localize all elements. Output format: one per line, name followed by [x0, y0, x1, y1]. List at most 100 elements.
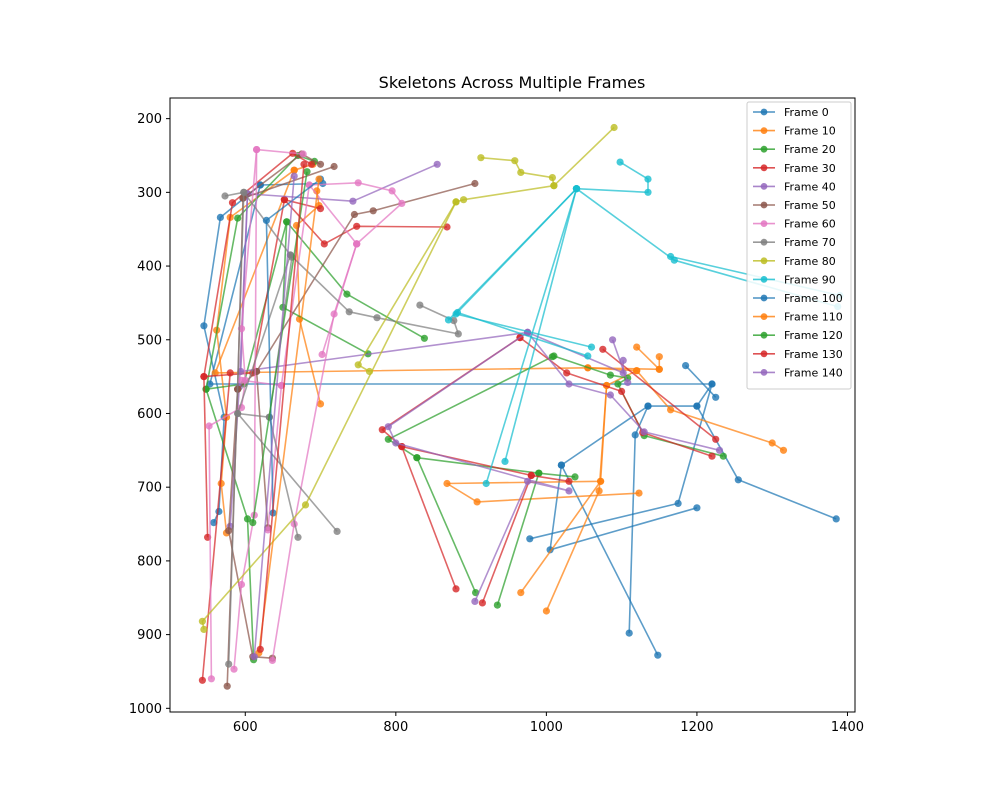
data-point: [205, 422, 213, 430]
data-point: [294, 533, 302, 541]
series-line: [504, 188, 578, 462]
data-point: [565, 380, 573, 388]
data-point: [299, 150, 307, 158]
legend-item: Frame 70: [753, 236, 836, 249]
series-14: [256, 160, 308, 653]
data-point: [565, 477, 573, 485]
series-line: [233, 149, 258, 670]
data-point: [708, 380, 716, 388]
data-point: [250, 653, 258, 661]
data-point: [633, 367, 641, 375]
series-line: [520, 480, 602, 594]
legend-item: Frame 130: [753, 348, 843, 361]
series-line: [236, 254, 299, 538]
data-point: [315, 175, 323, 183]
legend-swatch-marker: [760, 331, 768, 339]
data-point: [392, 439, 400, 447]
data-point: [253, 146, 261, 154]
series-line: [255, 371, 269, 528]
legend-swatch-marker: [760, 145, 768, 153]
legend-label: Frame 110: [784, 311, 843, 324]
legend-label: Frame 30: [784, 162, 836, 175]
data-point: [667, 406, 675, 414]
data-point: [433, 160, 441, 168]
data-point: [527, 471, 535, 479]
series-10: [444, 158, 844, 488]
legend-label: Frame 0: [784, 106, 829, 119]
data-point: [249, 519, 257, 527]
data-point: [719, 452, 727, 460]
data-point: [345, 308, 353, 316]
data-point: [614, 380, 622, 388]
legend-label: Frame 50: [784, 199, 836, 212]
data-point: [330, 162, 338, 171]
data-point: [734, 476, 742, 484]
data-point: [616, 158, 624, 166]
series-line: [271, 243, 358, 661]
data-point: [565, 487, 573, 495]
data-point: [333, 527, 341, 536]
data-point: [268, 656, 276, 665]
data-point: [535, 469, 543, 477]
data-point: [221, 192, 229, 200]
data-point: [452, 198, 460, 206]
data-point: [779, 446, 788, 454]
y-tick-label: 200: [137, 112, 162, 127]
data-point: [330, 310, 338, 318]
data-point: [526, 535, 534, 543]
data-point: [493, 601, 501, 609]
legend-item: Frame 110: [753, 311, 843, 324]
data-point: [243, 515, 252, 523]
data-point: [223, 682, 231, 690]
data-point: [225, 527, 233, 535]
legend-item: Frame 120: [753, 329, 843, 342]
data-point: [237, 376, 246, 384]
data-point: [667, 252, 675, 261]
data-point: [234, 214, 242, 222]
y-tick-label: 900: [137, 628, 162, 643]
data-point: [210, 519, 218, 527]
series-9: [198, 123, 618, 634]
data-point: [482, 479, 490, 488]
legend-item: Frame 90: [753, 273, 836, 286]
legend-label: Frame 140: [784, 366, 843, 379]
legend-label: Frame 40: [784, 180, 836, 193]
data-point: [262, 216, 270, 224]
series-line: [242, 165, 335, 199]
data-point: [416, 301, 424, 309]
data-point: [557, 461, 566, 469]
y-tick-label: 400: [137, 260, 162, 275]
legend-label: Frame 100: [784, 292, 843, 305]
data-point: [768, 439, 776, 447]
data-point: [264, 526, 272, 534]
data-point: [200, 373, 208, 381]
data-point: [572, 185, 581, 193]
legend-item: Frame 0: [753, 106, 829, 119]
data-point: [517, 589, 525, 597]
data-point: [609, 336, 617, 344]
data-point: [633, 343, 641, 351]
data-point: [606, 371, 615, 379]
series-line: [611, 339, 629, 383]
chart-title: Skeletons Across Multiple Frames: [379, 73, 646, 92]
data-point: [320, 240, 328, 248]
data-point: [283, 218, 291, 226]
data-point: [230, 665, 238, 673]
data-point: [524, 477, 532, 485]
series-line: [685, 365, 717, 398]
data-point: [584, 352, 592, 360]
data-point: [708, 452, 716, 460]
series-line: [446, 369, 640, 503]
series-line: [416, 457, 477, 593]
data-point: [200, 322, 208, 330]
data-point: [349, 197, 357, 205]
data-point: [471, 597, 479, 606]
data-point: [373, 314, 381, 322]
x-tick-label: 600: [233, 720, 258, 735]
data-point: [211, 369, 219, 377]
series-line: [485, 188, 578, 484]
y-tick-label: 700: [137, 481, 162, 496]
data-point: [644, 175, 652, 183]
legend-swatch-marker: [760, 183, 768, 190]
